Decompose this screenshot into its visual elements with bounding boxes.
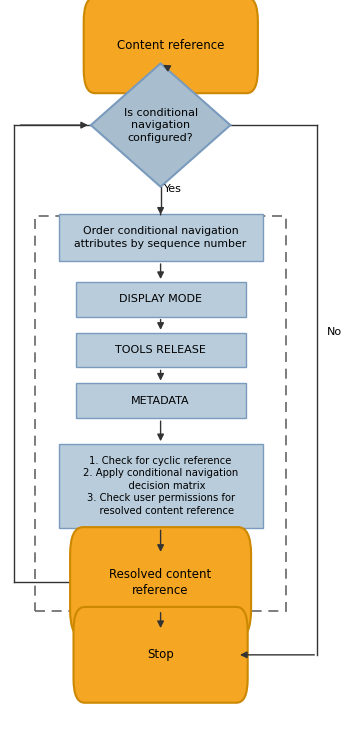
FancyBboxPatch shape xyxy=(75,282,246,317)
Text: Yes: Yes xyxy=(164,184,182,194)
Text: Content reference: Content reference xyxy=(117,39,225,52)
FancyBboxPatch shape xyxy=(84,0,258,93)
Text: Stop: Stop xyxy=(147,648,174,661)
Text: TOOLS RELEASE: TOOLS RELEASE xyxy=(115,345,206,355)
FancyBboxPatch shape xyxy=(73,607,248,703)
Text: Is conditional
navigation
configured?: Is conditional navigation configured? xyxy=(124,108,198,143)
Text: Resolved content
reference: Resolved content reference xyxy=(109,568,212,597)
FancyBboxPatch shape xyxy=(58,444,263,528)
FancyBboxPatch shape xyxy=(70,527,251,638)
FancyBboxPatch shape xyxy=(75,384,246,418)
Polygon shape xyxy=(91,64,230,187)
FancyBboxPatch shape xyxy=(58,214,263,261)
Text: No: No xyxy=(327,327,343,337)
FancyBboxPatch shape xyxy=(75,333,246,367)
Text: Order conditional navigation
attributes by sequence number: Order conditional navigation attributes … xyxy=(74,226,247,249)
Text: DISPLAY MODE: DISPLAY MODE xyxy=(119,294,202,304)
Text: METADATA: METADATA xyxy=(131,396,190,406)
Text: 1. Check for cyclic reference
2. Apply conditional navigation
    decision matri: 1. Check for cyclic reference 2. Apply c… xyxy=(83,456,238,516)
